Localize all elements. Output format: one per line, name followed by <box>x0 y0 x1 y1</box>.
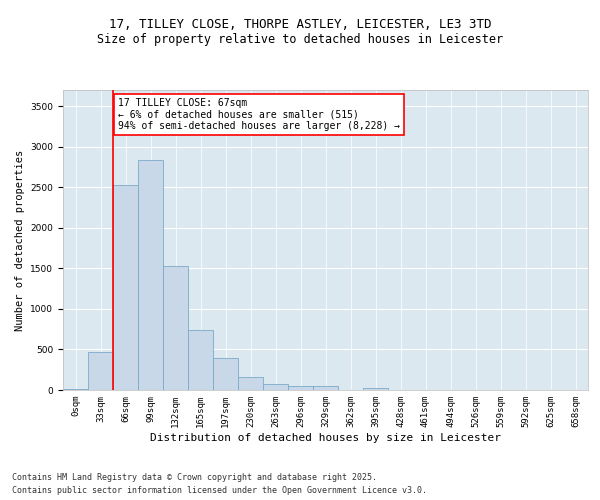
Text: Size of property relative to detached houses in Leicester: Size of property relative to detached ho… <box>97 32 503 46</box>
Text: Contains HM Land Registry data © Crown copyright and database right 2025.: Contains HM Land Registry data © Crown c… <box>12 472 377 482</box>
Y-axis label: Number of detached properties: Number of detached properties <box>15 150 25 330</box>
Bar <box>63 389 88 390</box>
Bar <box>113 185 138 390</box>
Text: Contains public sector information licensed under the Open Government Licence v3: Contains public sector information licen… <box>12 486 427 495</box>
Bar <box>263 384 288 390</box>
Bar <box>288 386 313 390</box>
Bar <box>313 386 338 390</box>
Bar <box>363 388 388 390</box>
Text: 17 TILLEY CLOSE: 67sqm
← 6% of detached houses are smaller (515)
94% of semi-det: 17 TILLEY CLOSE: 67sqm ← 6% of detached … <box>118 98 400 130</box>
Bar <box>163 266 188 390</box>
Bar <box>188 330 213 390</box>
Bar <box>213 358 238 390</box>
Bar <box>88 352 113 390</box>
Bar <box>238 378 263 390</box>
X-axis label: Distribution of detached houses by size in Leicester: Distribution of detached houses by size … <box>150 432 501 442</box>
Text: 17, TILLEY CLOSE, THORPE ASTLEY, LEICESTER, LE3 3TD: 17, TILLEY CLOSE, THORPE ASTLEY, LEICEST… <box>109 18 491 30</box>
Bar <box>138 160 163 390</box>
